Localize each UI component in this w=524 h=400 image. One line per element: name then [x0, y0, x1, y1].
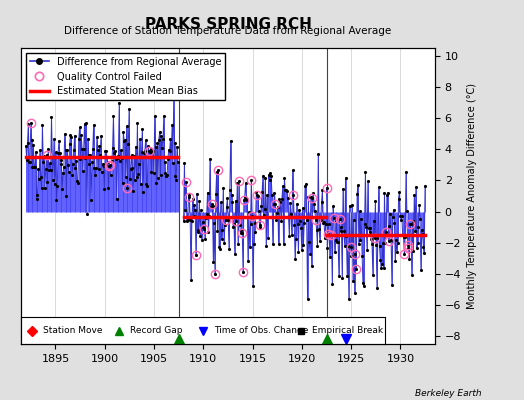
Text: Berkeley Earth: Berkeley Earth — [416, 389, 482, 398]
Legend: Difference from Regional Average, Quality Control Failed, Estimated Station Mean: Difference from Regional Average, Qualit… — [26, 53, 225, 100]
Y-axis label: Monthly Temperature Anomaly Difference (°C): Monthly Temperature Anomaly Difference (… — [467, 83, 477, 309]
Text: Difference of Station Temperature Data from Regional Average: Difference of Station Temperature Data f… — [64, 26, 391, 36]
Title: PARKS SPRING RCH: PARKS SPRING RCH — [145, 16, 311, 32]
